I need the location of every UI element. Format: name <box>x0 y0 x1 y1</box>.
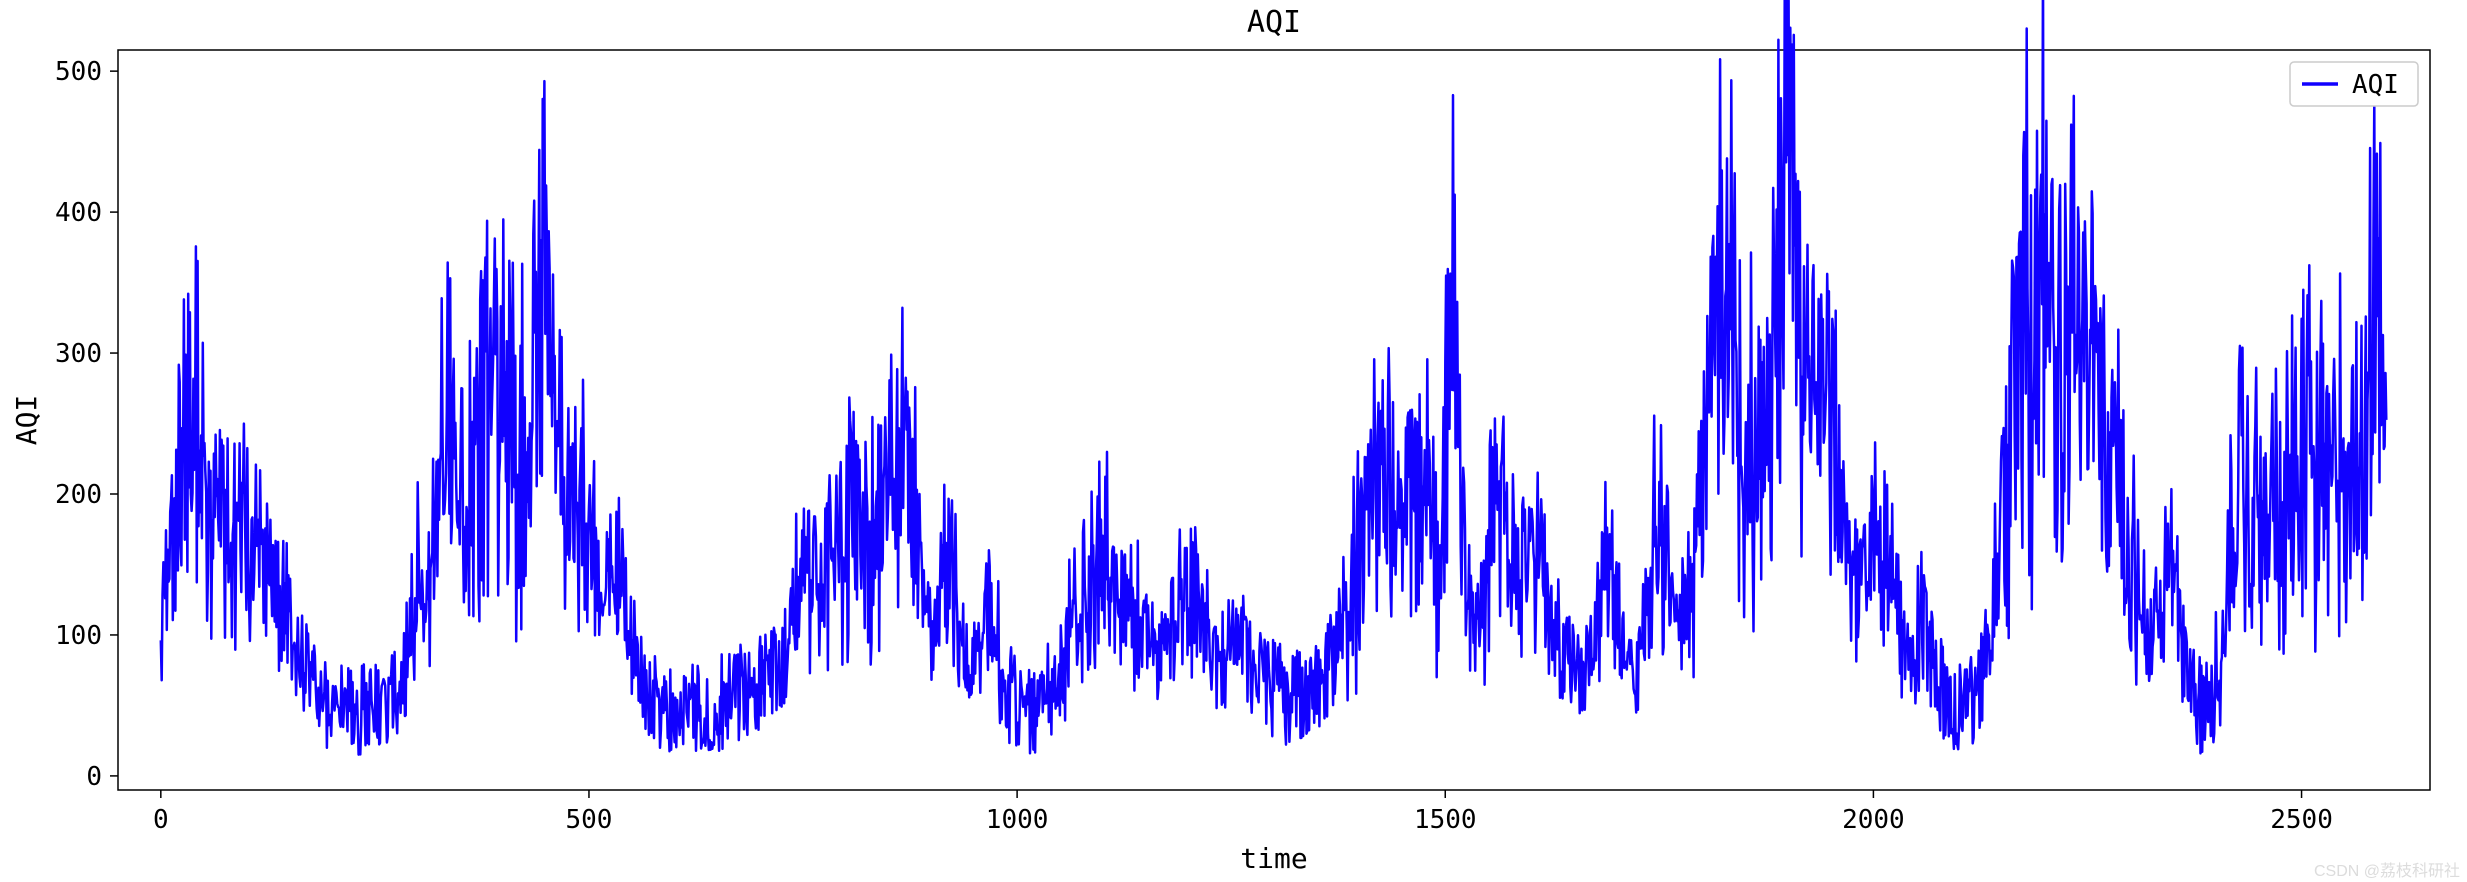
y-axis-label: AQI <box>10 395 43 446</box>
series-line-aqi <box>161 0 2387 755</box>
x-tick-label: 1500 <box>1414 805 1477 835</box>
y-tick-label: 0 <box>86 762 102 792</box>
y-tick-label: 400 <box>55 198 102 228</box>
x-tick-label: 500 <box>565 805 612 835</box>
chart-title: AQI <box>1247 5 1301 40</box>
x-tick-label: 2000 <box>1842 805 1905 835</box>
watermark-text: CSDN @荔枝科研社 <box>2314 862 2460 880</box>
aqi-line-chart: 0 500 1000 1500 2000 2500 0 100 200 300 400 500 time… <box>0 0 2467 882</box>
x-tick-label: 2500 <box>2270 805 2333 835</box>
y-tick-label: 100 <box>55 621 102 651</box>
aqi-chart-container: 0 500 1000 1500 2000 2500 0 100 200 300 400 500 time… <box>0 0 2467 882</box>
x-tick-label: 1000 <box>986 805 1049 835</box>
x-tick-label: 0 <box>153 805 169 835</box>
y-tick-label: 500 <box>55 57 102 87</box>
y-tick-label: 200 <box>55 480 102 510</box>
y-tick-label: 300 <box>55 339 102 369</box>
x-axis-label: time <box>1240 842 1307 875</box>
legend-label: AQI <box>2352 70 2399 100</box>
